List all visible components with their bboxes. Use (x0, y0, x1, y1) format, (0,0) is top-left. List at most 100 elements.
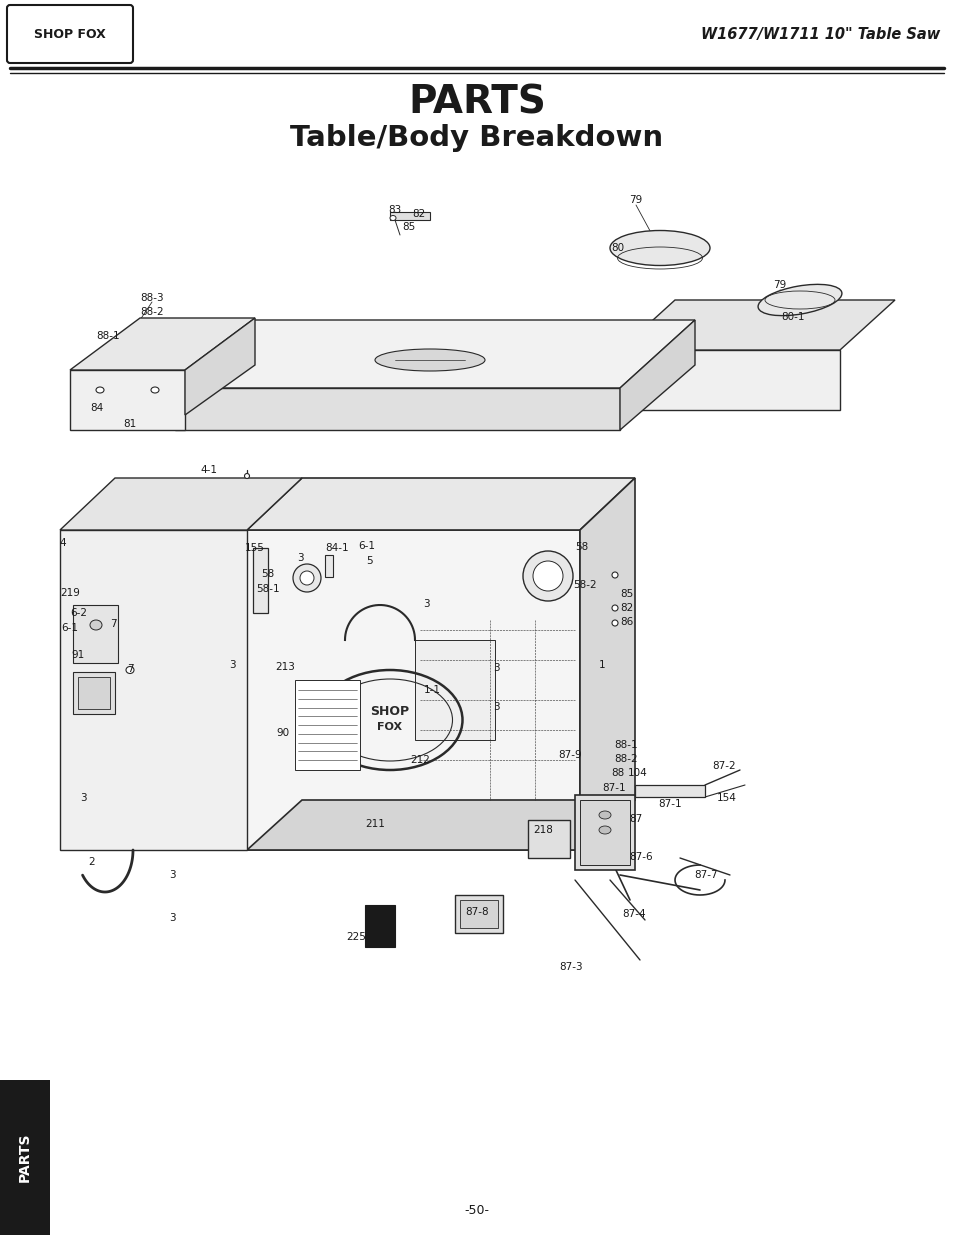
Polygon shape (247, 800, 635, 850)
Ellipse shape (293, 564, 320, 592)
Bar (253, 548, 268, 613)
Text: 86: 86 (619, 618, 633, 627)
Bar (390, 212, 430, 220)
Polygon shape (70, 370, 185, 430)
Text: 80: 80 (611, 243, 624, 253)
Polygon shape (619, 320, 695, 430)
Text: 6-1: 6-1 (358, 541, 375, 551)
Text: 3: 3 (422, 599, 429, 609)
Text: 213: 213 (274, 662, 294, 672)
Text: 87-1: 87-1 (658, 799, 681, 809)
Text: 87-8: 87-8 (465, 906, 488, 918)
Polygon shape (619, 350, 840, 410)
Ellipse shape (612, 620, 618, 626)
Text: 84-1: 84-1 (325, 543, 349, 553)
Text: 219: 219 (60, 588, 80, 598)
Text: W1677/W1711 10" Table Saw: W1677/W1711 10" Table Saw (700, 27, 939, 42)
Text: 3: 3 (492, 701, 498, 713)
Polygon shape (174, 388, 619, 430)
Bar (0, 1079, 50, 1235)
Text: 84: 84 (91, 403, 104, 412)
Text: PARTS: PARTS (18, 1132, 32, 1182)
Text: 81: 81 (123, 419, 136, 429)
Text: 3: 3 (80, 793, 86, 803)
Text: 85: 85 (619, 589, 633, 599)
Text: 88-3: 88-3 (140, 293, 164, 303)
Text: 87-7: 87-7 (694, 869, 717, 881)
Text: 212: 212 (410, 755, 430, 764)
Text: 3: 3 (492, 663, 498, 673)
Polygon shape (579, 478, 635, 850)
Text: 1: 1 (598, 659, 604, 671)
Text: 3: 3 (169, 869, 175, 881)
Text: 155: 155 (245, 543, 265, 553)
Text: 58-1: 58-1 (256, 584, 279, 594)
Text: 90: 90 (276, 727, 290, 739)
Ellipse shape (390, 215, 395, 221)
Text: 58: 58 (575, 542, 588, 552)
Bar (459, 900, 497, 927)
Bar (455, 895, 502, 932)
Text: 3: 3 (169, 913, 175, 923)
Text: 82: 82 (619, 603, 633, 613)
Polygon shape (70, 317, 254, 370)
Text: 88-2: 88-2 (140, 308, 164, 317)
Text: 3: 3 (229, 659, 235, 671)
Text: 87-9: 87-9 (558, 750, 581, 760)
Bar (365, 905, 395, 947)
Text: 88: 88 (611, 768, 624, 778)
Text: 7: 7 (110, 619, 116, 629)
Polygon shape (619, 300, 894, 350)
Text: FOX: FOX (377, 722, 402, 732)
Text: Table/Body Breakdown: Table/Body Breakdown (290, 124, 663, 152)
Polygon shape (60, 530, 247, 850)
Text: 87-4: 87-4 (621, 909, 645, 919)
Ellipse shape (758, 284, 841, 316)
Text: 218: 218 (533, 825, 553, 835)
Text: 87: 87 (629, 814, 642, 824)
Text: 2: 2 (89, 857, 95, 867)
Text: 88-1: 88-1 (96, 331, 120, 341)
Ellipse shape (533, 561, 562, 592)
Bar (527, 820, 569, 858)
Ellipse shape (612, 572, 618, 578)
Text: 58: 58 (261, 569, 274, 579)
Polygon shape (174, 320, 695, 388)
Text: 225: 225 (346, 932, 366, 942)
Ellipse shape (90, 620, 102, 630)
Text: 82: 82 (412, 209, 425, 219)
Text: 80-1: 80-1 (781, 312, 804, 322)
Text: 3: 3 (296, 553, 303, 563)
Text: 85: 85 (402, 222, 416, 232)
Text: 211: 211 (365, 819, 384, 829)
Text: 87-2: 87-2 (712, 761, 735, 771)
Ellipse shape (96, 387, 104, 393)
Text: 7: 7 (127, 664, 133, 674)
Text: 4: 4 (60, 538, 67, 548)
Ellipse shape (375, 350, 484, 370)
Ellipse shape (151, 387, 159, 393)
Text: 6-1: 6-1 (61, 622, 78, 634)
Ellipse shape (609, 231, 709, 266)
Bar (575, 795, 635, 869)
Text: SHOP FOX: SHOP FOX (34, 28, 106, 42)
Text: 91: 91 (71, 650, 85, 659)
Bar (78, 677, 110, 709)
Ellipse shape (598, 811, 610, 819)
Bar (73, 672, 115, 714)
Text: PARTS: PARTS (408, 84, 545, 122)
Text: 88-2: 88-2 (614, 755, 638, 764)
Ellipse shape (598, 826, 610, 834)
Text: 5: 5 (366, 556, 373, 566)
Text: 4-1: 4-1 (200, 466, 217, 475)
Bar (73, 605, 118, 663)
Text: SHOP: SHOP (370, 705, 409, 718)
Bar (325, 555, 333, 577)
Text: 58-2: 58-2 (573, 580, 597, 590)
FancyBboxPatch shape (7, 5, 132, 63)
Bar (635, 785, 704, 797)
Ellipse shape (299, 571, 314, 585)
Text: -50-: -50- (464, 1203, 489, 1216)
Text: 1-1: 1-1 (423, 685, 440, 695)
Text: 87-1: 87-1 (601, 783, 625, 793)
